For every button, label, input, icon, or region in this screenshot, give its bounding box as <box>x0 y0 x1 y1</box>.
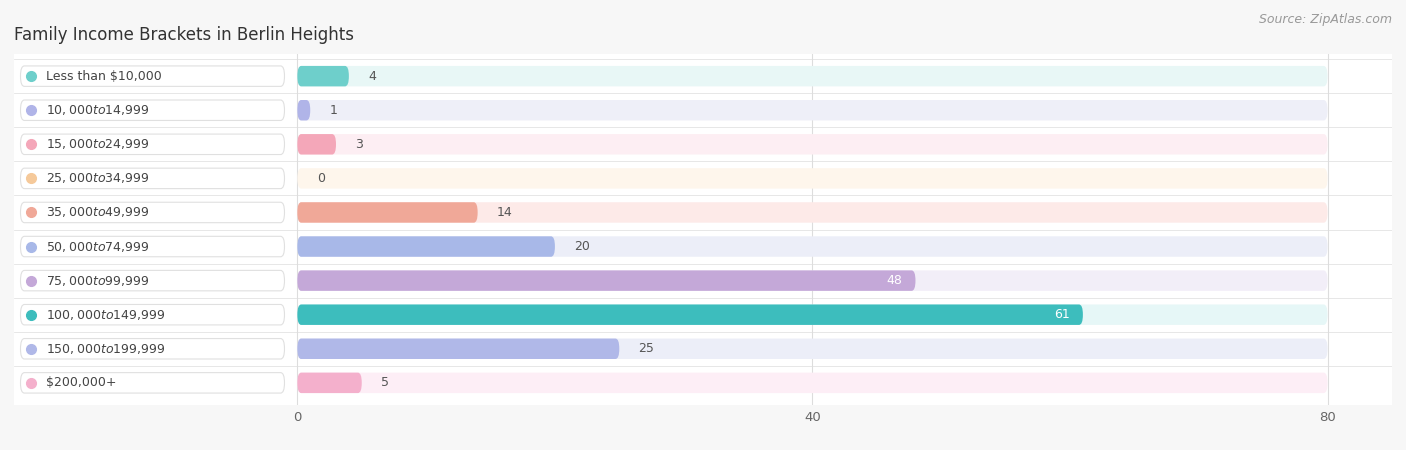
Text: Source: ZipAtlas.com: Source: ZipAtlas.com <box>1258 14 1392 27</box>
Text: $35,000 to $49,999: $35,000 to $49,999 <box>46 206 150 220</box>
FancyBboxPatch shape <box>297 338 1327 359</box>
Text: $75,000 to $99,999: $75,000 to $99,999 <box>46 274 150 288</box>
FancyBboxPatch shape <box>297 202 478 223</box>
FancyBboxPatch shape <box>297 168 1327 189</box>
Text: 3: 3 <box>356 138 363 151</box>
Text: Family Income Brackets in Berlin Heights: Family Income Brackets in Berlin Heights <box>14 26 354 44</box>
FancyBboxPatch shape <box>21 338 284 359</box>
FancyBboxPatch shape <box>297 373 361 393</box>
FancyBboxPatch shape <box>21 100 284 121</box>
Text: 4: 4 <box>368 70 375 83</box>
Text: 14: 14 <box>496 206 513 219</box>
Text: $100,000 to $149,999: $100,000 to $149,999 <box>46 308 166 322</box>
FancyBboxPatch shape <box>297 236 1327 257</box>
FancyBboxPatch shape <box>297 305 1083 325</box>
FancyBboxPatch shape <box>297 270 915 291</box>
Text: $50,000 to $74,999: $50,000 to $74,999 <box>46 239 150 253</box>
FancyBboxPatch shape <box>21 373 284 393</box>
FancyBboxPatch shape <box>21 66 284 86</box>
FancyBboxPatch shape <box>297 338 619 359</box>
FancyBboxPatch shape <box>297 66 349 86</box>
FancyBboxPatch shape <box>297 373 1327 393</box>
Text: 5: 5 <box>381 376 389 389</box>
FancyBboxPatch shape <box>21 202 284 223</box>
FancyBboxPatch shape <box>21 236 284 257</box>
Text: $200,000+: $200,000+ <box>46 376 117 389</box>
FancyBboxPatch shape <box>297 202 1327 223</box>
FancyBboxPatch shape <box>21 134 284 154</box>
Text: $15,000 to $24,999: $15,000 to $24,999 <box>46 137 150 151</box>
FancyBboxPatch shape <box>21 270 284 291</box>
FancyBboxPatch shape <box>297 100 311 121</box>
FancyBboxPatch shape <box>297 134 336 154</box>
Text: $10,000 to $14,999: $10,000 to $14,999 <box>46 103 150 117</box>
Text: 1: 1 <box>329 104 337 117</box>
FancyBboxPatch shape <box>21 168 284 189</box>
Text: 25: 25 <box>638 342 654 355</box>
FancyBboxPatch shape <box>297 236 555 257</box>
Text: Less than $10,000: Less than $10,000 <box>46 70 162 83</box>
FancyBboxPatch shape <box>21 305 284 325</box>
Text: $150,000 to $199,999: $150,000 to $199,999 <box>46 342 166 356</box>
FancyBboxPatch shape <box>297 100 1327 121</box>
FancyBboxPatch shape <box>297 270 1327 291</box>
Text: 61: 61 <box>1054 308 1070 321</box>
FancyBboxPatch shape <box>297 66 1327 86</box>
FancyBboxPatch shape <box>297 305 1327 325</box>
Text: 48: 48 <box>887 274 903 287</box>
Text: 20: 20 <box>574 240 591 253</box>
Text: 0: 0 <box>316 172 325 185</box>
FancyBboxPatch shape <box>297 134 1327 154</box>
Text: $25,000 to $34,999: $25,000 to $34,999 <box>46 171 150 185</box>
